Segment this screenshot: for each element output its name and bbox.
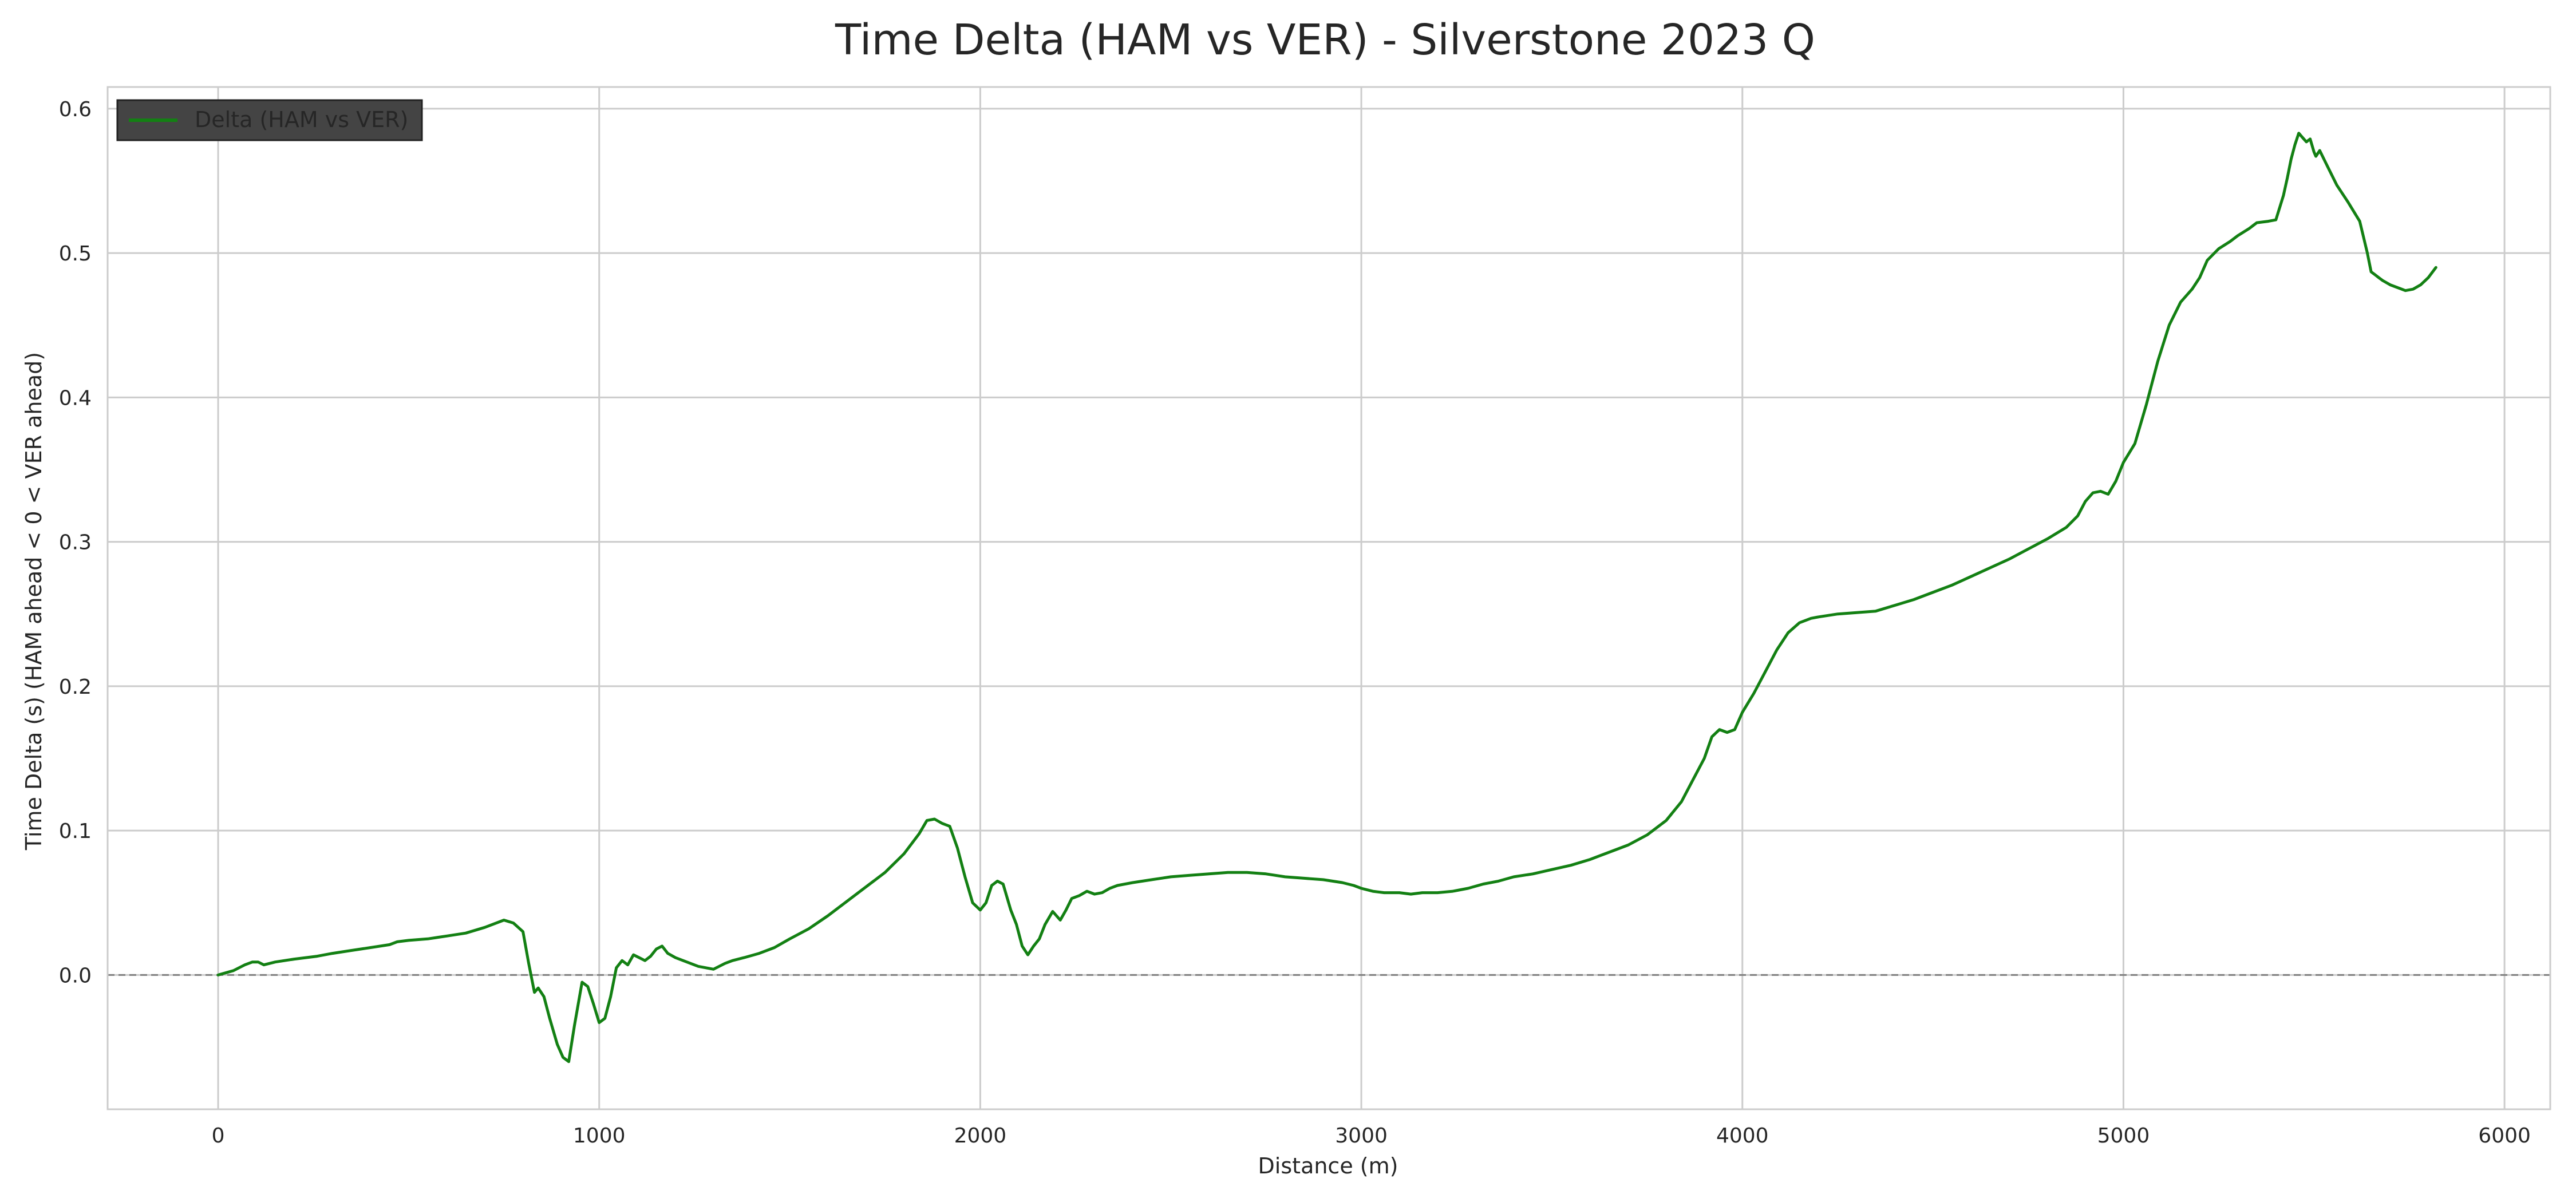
y-axis-label: Time Delta (s) (HAM ahead < 0 < VER ahea… xyxy=(21,352,46,851)
grid-lines xyxy=(108,87,2550,1109)
series-line-delta xyxy=(216,132,2437,1063)
x-axis-label: Distance (m) xyxy=(1258,1153,1398,1179)
y-tick-label: 0.2 xyxy=(59,675,92,699)
y-tick-label: 0.5 xyxy=(59,242,92,266)
y-tick-label: 0.0 xyxy=(59,964,92,987)
chart-title: Time Delta (HAM vs VER) - Silverstone 20… xyxy=(835,15,1815,65)
y-tick-label: 0.6 xyxy=(59,98,92,121)
y-tick-label: 0.1 xyxy=(59,820,92,843)
x-tick-label: 5000 xyxy=(2097,1124,2150,1148)
y-tick-label: 0.4 xyxy=(59,386,92,410)
x-tick-label: 4000 xyxy=(1716,1124,1769,1148)
legend-entry-label: Delta (HAM vs VER) xyxy=(195,107,408,132)
plot-frame xyxy=(106,86,2551,1110)
x-tick-label: 1000 xyxy=(573,1124,626,1148)
series-layer xyxy=(216,132,2437,1063)
y-tick-labels: 0.0 0.1 0.2 0.3 0.4 0.5 0.6 xyxy=(59,98,92,988)
x-tick-label: 2000 xyxy=(954,1124,1007,1148)
y-tick-label: 0.3 xyxy=(59,531,92,555)
x-tick-labels: 0 1000 2000 3000 4000 5000 6000 xyxy=(212,1124,2531,1148)
x-tick-label: 0 xyxy=(212,1124,225,1148)
x-tick-label: 3000 xyxy=(1335,1124,1388,1148)
x-tick-label: 6000 xyxy=(2478,1124,2531,1148)
legend: Delta (HAM vs VER) xyxy=(116,99,423,141)
